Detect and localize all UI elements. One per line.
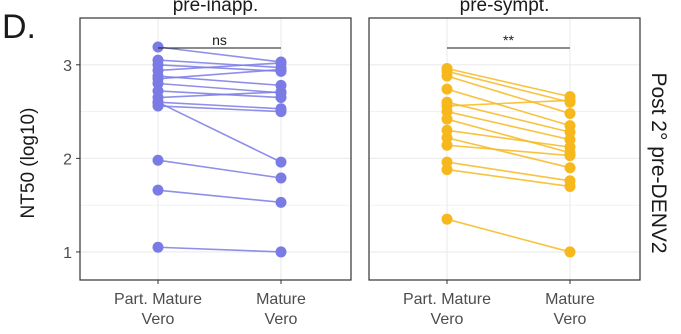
facet-panels: pre-inapp. ns 1 2 3 Part. Mature Vero Mature Ver… <box>63 0 641 328</box>
significance-label: ** <box>503 32 514 48</box>
pair-line <box>157 68 282 80</box>
data-point <box>275 106 287 118</box>
right-strip-label: Post 2° pre-DENV2 <box>647 72 670 253</box>
pair-line <box>446 118 571 154</box>
data-point <box>152 96 164 108</box>
pair-line <box>446 136 571 169</box>
pair-line <box>157 82 282 94</box>
data-point <box>275 246 287 258</box>
data-point <box>152 241 164 253</box>
y-tick-label: 1 <box>63 245 72 262</box>
pair-line <box>446 67 571 98</box>
pair-line <box>157 46 282 63</box>
data-point <box>275 63 287 75</box>
data-point <box>564 246 576 258</box>
y-tick-label: 3 <box>63 58 72 75</box>
data-point <box>564 180 576 192</box>
data-point <box>441 113 453 125</box>
data-point <box>564 94 576 106</box>
pair-line <box>446 70 571 103</box>
data-point <box>441 164 453 176</box>
y-axis-label: NT50 (log10) <box>18 108 39 219</box>
pair-line <box>446 161 571 182</box>
data-point <box>441 139 453 151</box>
pair-line <box>157 105 282 113</box>
pair-line <box>446 101 571 133</box>
data-point <box>441 213 453 225</box>
pair-line <box>446 75 571 115</box>
pair-line <box>446 88 571 127</box>
data-point <box>152 184 164 196</box>
data-point <box>152 41 164 53</box>
significance-label: ns <box>212 32 227 48</box>
facet-panel-1: pre-inapp. ns 1 2 3 Part. Mature Vero Mature Ver… <box>63 0 352 328</box>
data-point <box>441 70 453 82</box>
x-tick-label: Mature Vero <box>545 291 595 328</box>
facet-panel-2: pre-sympt. ** Part. Mature Vero Mature Vero <box>368 0 641 328</box>
pair-line <box>157 59 282 69</box>
pair-line <box>157 62 282 72</box>
data-point <box>564 150 576 162</box>
data-point <box>441 83 453 95</box>
pair-line <box>157 246 282 253</box>
pair-line <box>446 218 571 253</box>
x-tick-label: Part. Mature Vero <box>403 291 491 328</box>
x-tick-label: Mature Vero <box>256 291 306 328</box>
panel-border <box>79 17 352 281</box>
facet-title: pre-sympt. <box>460 0 550 16</box>
panel-border <box>368 17 641 281</box>
pair-line <box>446 110 571 141</box>
pair-line <box>446 99 571 107</box>
data-point <box>275 172 287 184</box>
pair-line <box>446 129 571 148</box>
panel-letter: D. <box>2 8 36 46</box>
pair-line <box>157 101 282 110</box>
pair-line <box>157 101 282 163</box>
data-point <box>564 141 576 153</box>
data-point <box>564 107 576 119</box>
data-point <box>275 196 287 208</box>
pair-line <box>446 168 571 188</box>
pair-line <box>157 189 282 204</box>
facet-title: pre-inapp. <box>173 0 259 16</box>
data-point <box>275 156 287 168</box>
data-point <box>564 162 576 174</box>
data-point <box>152 154 164 166</box>
pair-line <box>157 91 282 99</box>
y-tick-label: 2 <box>63 151 72 168</box>
x-tick-label: Part. Mature Vero <box>114 291 202 328</box>
pair-line <box>157 159 282 179</box>
data-point <box>275 86 287 98</box>
pair-line <box>446 144 571 157</box>
